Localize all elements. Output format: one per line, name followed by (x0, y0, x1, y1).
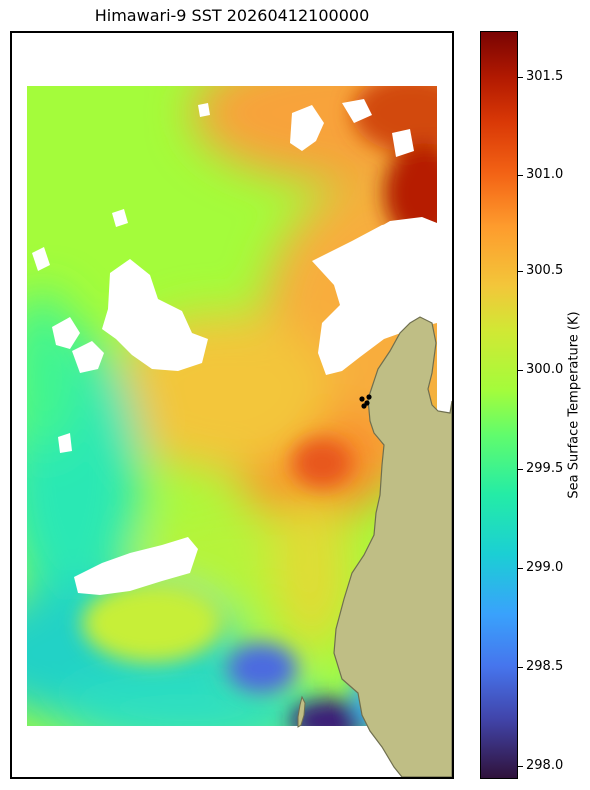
colorbar-tick-label: 301.0 (526, 167, 564, 182)
colorbar (480, 31, 518, 779)
colorbar-tick-label: 300.5 (526, 263, 564, 278)
colorbar-tick-label: 299.0 (526, 560, 564, 575)
cloud-mask (32, 99, 437, 595)
colorbar-tick-label: 301.5 (526, 69, 564, 84)
station-marker[interactable] (359, 396, 365, 402)
colorbar-tick-mark (518, 568, 523, 569)
colorbar-tick-mark (518, 370, 523, 371)
sst-map[interactable] (12, 33, 452, 777)
colorbar-tick-mark (518, 766, 523, 767)
colorbar-gradient (481, 32, 517, 778)
colorbar-tick-mark (518, 77, 523, 78)
colorbar-tick-mark (518, 667, 523, 668)
map-title: Himawari-9 SST 20260412100000 (94, 6, 370, 25)
colorbar-tick-label: 298.5 (526, 659, 564, 674)
small-island (297, 695, 306, 728)
colorbar-tick-mark (518, 271, 523, 272)
station-marker[interactable] (366, 394, 372, 400)
colorbar-tick-label: 298.0 (526, 758, 564, 773)
station-markers[interactable] (359, 394, 372, 409)
map-panel[interactable] (10, 31, 454, 779)
colorbar-tick-mark (518, 175, 523, 176)
colorbar-tick-label: 299.5 (526, 461, 564, 476)
colorbar-tick-mark (518, 469, 523, 470)
colorbar-label: Sea Surface Temperature (K) (566, 311, 582, 499)
landmass (333, 316, 452, 777)
sst-field (27, 86, 437, 726)
station-marker[interactable] (361, 403, 367, 409)
colorbar-tick-label: 300.0 (526, 362, 564, 377)
